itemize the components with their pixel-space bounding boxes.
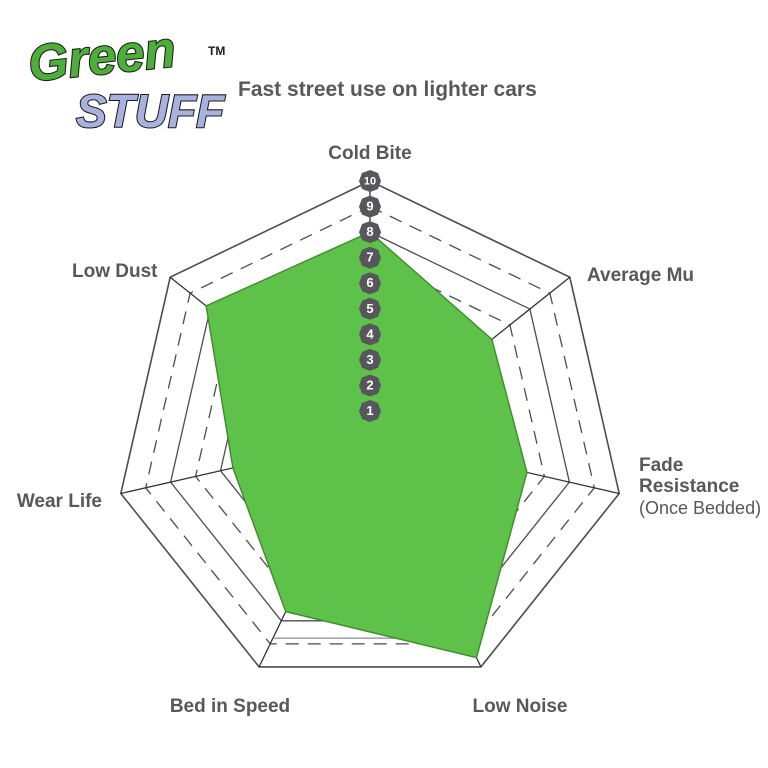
svg-text:Low Dust: Low Dust bbox=[72, 261, 158, 282]
svg-text:3: 3 bbox=[366, 352, 373, 367]
svg-text:10: 10 bbox=[364, 176, 376, 188]
svg-text:Wear Life: Wear Life bbox=[17, 491, 102, 512]
svg-text:9: 9 bbox=[366, 199, 373, 214]
svg-text:Low Noise: Low Noise bbox=[472, 696, 567, 717]
svg-text:Cold Bite: Cold Bite bbox=[328, 143, 411, 164]
svg-text:6: 6 bbox=[366, 275, 373, 290]
svg-text:(Once Bedded): (Once Bedded) bbox=[639, 498, 761, 518]
svg-text:Average Mu: Average Mu bbox=[587, 265, 694, 286]
svg-text:STUFF: STUFF bbox=[76, 85, 226, 137]
svg-text:4: 4 bbox=[366, 326, 374, 341]
svg-text:Bed in Speed: Bed in Speed bbox=[170, 696, 290, 717]
svg-text:5: 5 bbox=[366, 301, 373, 316]
svg-text:1: 1 bbox=[366, 403, 373, 418]
svg-text:7: 7 bbox=[366, 250, 373, 265]
svg-text:Resistance: Resistance bbox=[639, 476, 739, 497]
svg-text:Fade: Fade bbox=[639, 455, 683, 476]
svg-text:TM: TM bbox=[208, 44, 225, 58]
svg-text:Green: Green bbox=[26, 20, 179, 92]
svg-text:8: 8 bbox=[366, 224, 373, 239]
svg-text:2: 2 bbox=[366, 378, 373, 393]
